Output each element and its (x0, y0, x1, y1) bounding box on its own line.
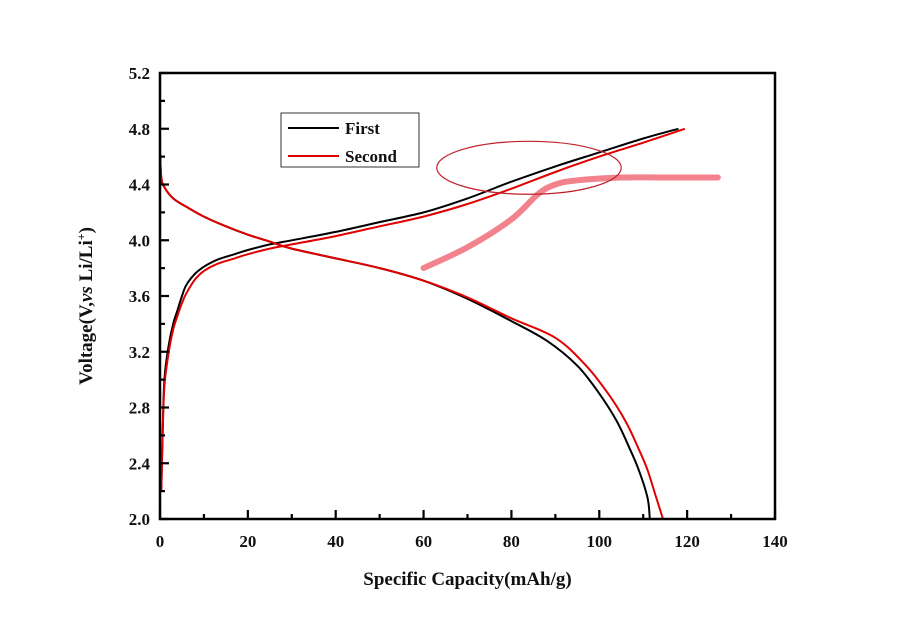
series-layer (159, 127, 686, 520)
y-tick-label: 5.2 (129, 64, 150, 83)
ellipse-annotation (436, 140, 622, 195)
y-axis-title-rest: Li/Li (76, 240, 97, 286)
x-tick-label: 140 (762, 532, 788, 551)
x-tick-label: 100 (587, 532, 613, 551)
y-axis-title-italic: vs (76, 286, 97, 302)
legend: First Second (280, 112, 420, 168)
y-tick-label: 2.0 (129, 510, 150, 529)
y-tick-label: 3.6 (129, 287, 150, 306)
series-second-discharge-line (159, 149, 664, 520)
y-axis-title: Voltage(V,vs Li/Li+) (74, 227, 97, 385)
y-tick-label: 4.0 (129, 231, 150, 250)
y-axis-title-main: Voltage(V, (76, 302, 97, 385)
plot-frame (158, 71, 777, 521)
highlight-stroke-annotation (420, 174, 721, 272)
legend-label-second: Second (345, 147, 398, 166)
series-first-discharge-line (159, 153, 651, 520)
legend-label-first: First (345, 119, 380, 138)
y-axis-title-close: ) (76, 227, 97, 233)
series-first-charge-line (160, 127, 679, 492)
legend-box (280, 112, 420, 168)
x-tick-label: 20 (239, 532, 256, 551)
y-tick-label: 4.8 (129, 120, 150, 139)
y-axis: 2.0 2.4 2.8 3.2 3.6 4.0 4.4 4.8 5.2 (129, 64, 169, 529)
x-tick-label: 0 (156, 532, 165, 551)
series-second-charge-line (160, 127, 686, 492)
y-axis-title-sup: + (74, 233, 88, 240)
x-tick-label: 80 (503, 532, 520, 551)
y-tick-label: 2.4 (129, 454, 151, 473)
x-tick-label: 40 (327, 532, 344, 551)
annotations-layer (420, 174, 721, 272)
y-tick-label: 2.8 (129, 399, 150, 418)
y-tick-label: 3.2 (129, 343, 150, 362)
x-tick-label: 120 (674, 532, 700, 551)
x-tick-label: 60 (415, 532, 432, 551)
x-axis: 0 20 40 60 80 100 120 140 (156, 510, 788, 551)
x-axis-title: Specific Capacity(mAh/g) (363, 569, 571, 590)
y-tick-label: 4.4 (129, 176, 151, 195)
